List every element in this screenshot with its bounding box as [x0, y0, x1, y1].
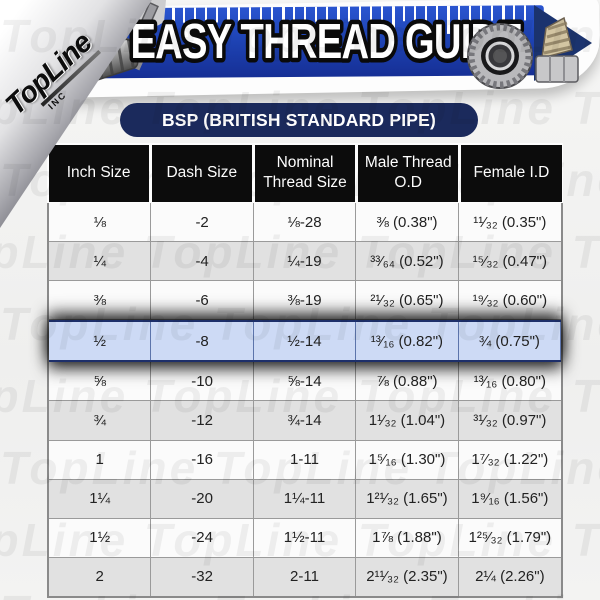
table-row: 1½ -24 1½-11 1⅞ (1.88") 1²⁵⁄₃₂ (1.79"): [49, 518, 561, 558]
cell-female-id: ¹⁵⁄₃₂ (0.47"): [472, 252, 547, 270]
cell-female-id: 2¼ (2.26"): [475, 568, 545, 586]
cell-male-od: ³³⁄₆₄ (0.52"): [356, 242, 459, 281]
cell-dash: -6: [151, 281, 254, 320]
cell-inch: 1¼: [49, 479, 152, 518]
cell-inch: 1: [49, 440, 152, 479]
cell-male-od: ²¹⁄₃₂ (0.65"): [356, 281, 459, 320]
table-row: ⅛ -2 ⅛-28 ⅜ (0.38") ¹¹⁄₃₂ (0.35"): [49, 203, 561, 243]
cell-nominal: 1¼-11: [254, 479, 357, 518]
cell-male-od: 1²¹⁄₃₂ (1.65"): [356, 479, 459, 518]
cell-inch: 1½: [49, 518, 152, 557]
cell-female-id: ¹³⁄₁₆ (0.80"): [473, 372, 546, 390]
table-body: ⅛ -2 ⅛-28 ⅜ (0.38") ¹¹⁄₃₂ (0.35") ¼ -4 ¼-19 ³³⁄₆…: [47, 203, 563, 598]
cell-nominal: ½-14: [254, 322, 357, 361]
table-row: ⅜ -6 ⅜-19 ²¹⁄₃₂ (0.65") ¹⁹⁄₃₂ (0.60"): [49, 281, 561, 321]
table-row: 1 -16 1-11 1⁵⁄₁₆ (1.30") 1⁷⁄₃₂ (1.22"): [49, 440, 561, 480]
header-inch-size: Inch Size: [48, 144, 149, 202]
cell-nominal: 1-11: [254, 440, 357, 479]
cell-inch: ⅛: [49, 203, 152, 242]
cell-male-od: ⅜ (0.38"): [356, 203, 459, 242]
cell-nominal: ¼-19: [254, 242, 357, 281]
cell-male-od: 1⁵⁄₁₆ (1.30"): [356, 440, 459, 479]
cell-inch: ¾: [49, 401, 152, 440]
header-nominal-thread: Nominal Thread Size: [254, 144, 356, 202]
cell-male-od: 1⅞ (1.88"): [356, 518, 459, 557]
cell-inch: ⅝: [49, 362, 152, 401]
table-row: ¾ -12 ¾-14 1¹⁄₃₂ (1.04") ³¹⁄₃₂ (0.97"): [49, 401, 561, 441]
banner-title-text: EASY THREAD GUIDE: [130, 15, 522, 70]
cell-nominal: ⅜-19: [254, 281, 357, 320]
cell-dash: -24: [151, 518, 254, 557]
header-banner: EASY THREAD GUIDE: [0, 0, 600, 228]
cell-nominal: ¾-14: [254, 401, 357, 440]
cell-dash: -32: [151, 557, 254, 596]
topline-logo: TopLine INC: [0, 27, 108, 132]
table-row: 2 -32 2-11 2¹¹⁄₃₂ (2.35") 2¼ (2.26"): [49, 557, 561, 596]
section-title-pill: BSP (BRITISH STANDARD PIPE): [120, 103, 478, 137]
section-title: BSP (BRITISH STANDARD PIPE): [161, 109, 437, 130]
cell-dash: -20: [151, 479, 254, 518]
cell-male-od: 1¹⁄₃₂ (1.04"): [356, 401, 459, 440]
cell-dash: -16: [151, 440, 254, 479]
cell-female-id: 1⁹⁄₁₆ (1.56"): [471, 490, 549, 508]
cell-inch: ⅜: [49, 281, 152, 320]
banner-title: EASY THREAD GUIDE: [126, 11, 526, 74]
table-row: 1¼ -20 1¼-11 1²¹⁄₃₂ (1.65") 1⁹⁄₁₆ (1.56"): [49, 479, 561, 519]
fittings-photo: [467, 16, 579, 89]
header-dash-size: Dash Size: [151, 144, 252, 202]
table-header-row: Inch Size Dash Size Nominal Thread Size …: [47, 143, 563, 203]
cell-female-id: 1²⁵⁄₃₂ (1.79"): [468, 529, 552, 547]
cell-nominal: ⅝-14: [254, 362, 357, 401]
bsp-thread-table: Inch Size Dash Size Nominal Thread Size …: [47, 143, 563, 598]
male-fitting-shape: [535, 16, 579, 83]
cell-inch: ½: [49, 322, 152, 361]
cell-dash: -10: [151, 362, 254, 401]
cell-nominal: 2-11: [254, 557, 357, 596]
cell-female-id: ¹⁹⁄₃₂ (0.60"): [472, 291, 548, 309]
cell-female-id: 1⁷⁄₃₂ (1.22"): [471, 451, 549, 469]
cell-inch: 2: [49, 557, 152, 596]
cell-dash: -12: [151, 401, 254, 440]
cell-female-id: ¹¹⁄₃₂ (0.35"): [473, 213, 547, 231]
cell-inch: ¼: [49, 242, 152, 281]
table-row-highlighted: ½ -8 ½-14 ¹³⁄₁₆ (0.82") ¾ (0.75"): [49, 320, 562, 363]
cell-female-id: ¾ (0.75"): [459, 322, 562, 361]
cell-male-od: ⅞ (0.88"): [356, 362, 459, 401]
cell-dash: -8: [151, 322, 254, 361]
cell-nominal: 1½-11: [254, 518, 357, 557]
header-female-id: Female I.D: [461, 144, 562, 202]
female-fitting-shape: [467, 23, 533, 89]
cell-nominal: ⅛-28: [254, 203, 357, 242]
table-row: ⅝ -10 ⅝-14 ⅞ (0.88") ¹³⁄₁₆ (0.80"): [49, 362, 561, 402]
cell-male-od: 2¹¹⁄₃₂ (2.35"): [356, 557, 459, 596]
cell-female-id: ³¹⁄₃₂ (0.97"): [473, 412, 547, 430]
header-male-od: Male Thread O.D: [358, 144, 459, 202]
cell-dash: -4: [151, 242, 254, 281]
cell-dash: -2: [151, 203, 254, 242]
cell-male-od: ¹³⁄₁₆ (0.82"): [356, 322, 459, 361]
table-row: ¼ -4 ¼-19 ³³⁄₆₄ (0.52") ¹⁵⁄₃₂ (0.47"): [49, 242, 561, 282]
